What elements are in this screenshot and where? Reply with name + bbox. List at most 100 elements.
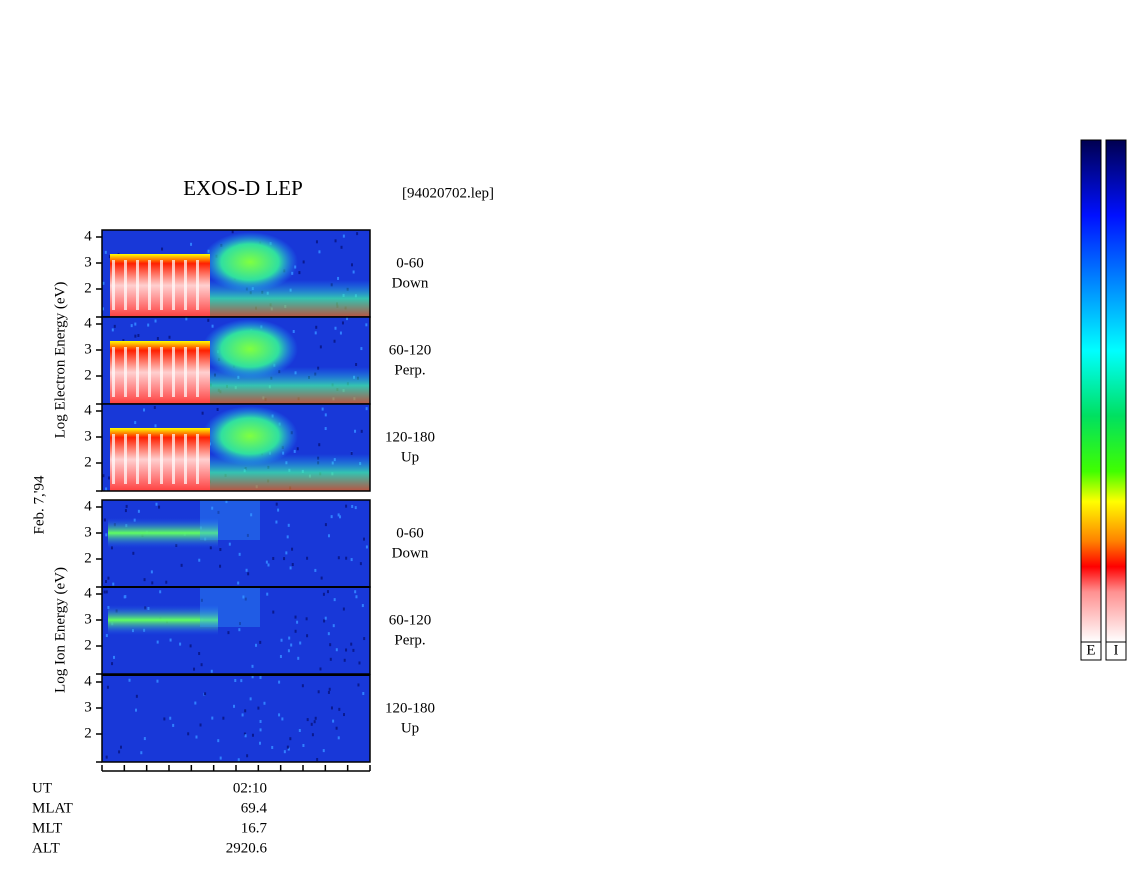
speckle	[327, 690, 330, 694]
speckle	[310, 722, 313, 726]
speckle	[322, 592, 325, 596]
speckle	[328, 687, 331, 691]
speckle	[102, 474, 105, 478]
speckle	[311, 733, 314, 737]
speckle	[267, 563, 270, 567]
speckle	[314, 568, 317, 572]
speckle	[198, 652, 201, 656]
speckle	[356, 232, 359, 236]
speckle	[318, 250, 321, 254]
speckle	[341, 321, 344, 325]
y-tick-label: 3	[84, 341, 92, 357]
direction-label: Perp.	[394, 362, 425, 378]
y-tick-label: 3	[84, 524, 92, 540]
speckle	[272, 610, 275, 614]
speckle	[240, 679, 243, 683]
speckle	[199, 723, 202, 727]
y-tick-label: 2	[84, 637, 92, 653]
hot-stripe	[184, 434, 187, 484]
speckle	[346, 317, 349, 321]
speckle	[313, 720, 316, 724]
hot-stripe	[172, 434, 175, 484]
speckle	[246, 754, 249, 758]
speckle	[124, 509, 127, 513]
speckle	[306, 718, 309, 722]
colorbar-label: I	[1114, 642, 1119, 658]
speckle	[350, 558, 353, 562]
speckle	[342, 713, 345, 717]
row-value: 69.4	[241, 800, 268, 816]
speckle	[286, 535, 289, 539]
speckle	[105, 634, 108, 638]
speckle	[350, 451, 353, 455]
speckle	[322, 749, 325, 753]
speckle	[306, 556, 309, 560]
speckle	[153, 405, 156, 409]
speckle	[302, 743, 305, 747]
speckle	[298, 728, 301, 732]
speckle	[237, 581, 240, 585]
ion-haze	[200, 500, 260, 540]
speckle	[291, 547, 294, 551]
title: EXOS-D LEP	[183, 176, 303, 200]
speckle	[278, 713, 281, 717]
speckle	[169, 716, 172, 720]
speckle	[244, 709, 247, 713]
colorbar	[1105, 139, 1127, 643]
speckle	[108, 255, 111, 259]
speckle	[306, 634, 309, 638]
pitch-label: 120-180	[385, 700, 435, 716]
pitch-label: 0-60	[396, 255, 424, 271]
hot-stripe	[172, 347, 175, 397]
speckle	[351, 504, 354, 508]
y-tick-label: 2	[84, 280, 92, 296]
speckle	[201, 411, 204, 415]
speckle	[333, 598, 336, 602]
speckle	[154, 424, 157, 428]
speckle	[216, 407, 219, 411]
dome	[202, 406, 298, 466]
speckle	[283, 557, 286, 561]
speckle	[168, 335, 171, 339]
speckle	[265, 560, 268, 564]
speckle	[103, 590, 106, 594]
direction-label: Up	[401, 720, 419, 736]
speckle	[337, 556, 340, 560]
speckle	[343, 658, 346, 662]
speckle	[143, 578, 146, 582]
speckle	[296, 447, 299, 451]
speckle	[161, 247, 164, 251]
y-tick-label: 2	[84, 725, 92, 741]
speckle	[361, 604, 364, 608]
speckle	[180, 563, 183, 567]
speckle	[337, 513, 340, 517]
hot-stripe	[148, 260, 151, 310]
speckle	[140, 751, 143, 755]
speckle	[219, 564, 222, 568]
y-tick-label: 4	[84, 228, 92, 244]
speckle	[286, 745, 289, 749]
row-label: UT	[32, 780, 52, 796]
speckle	[124, 595, 127, 599]
speckle	[355, 363, 358, 367]
pitch-label: 0-60	[396, 525, 424, 541]
date: Feb. 7,'94	[31, 475, 47, 534]
dome	[202, 232, 298, 292]
speckle	[150, 570, 153, 574]
speckle	[143, 408, 146, 412]
colorbar-label-box	[1080, 641, 1102, 661]
speckle	[134, 322, 137, 326]
speckle	[259, 728, 262, 732]
speckle	[321, 407, 324, 411]
speckle	[330, 706, 333, 710]
speckle	[147, 323, 150, 327]
speckle	[342, 607, 345, 611]
pitch-label: 60-120	[389, 342, 432, 358]
speckle	[211, 506, 214, 510]
speckle	[294, 629, 297, 633]
speckle	[340, 245, 343, 249]
speckle	[302, 260, 305, 264]
row-value: 2920.6	[226, 840, 268, 856]
speckle	[345, 504, 348, 508]
speckle	[291, 563, 294, 567]
